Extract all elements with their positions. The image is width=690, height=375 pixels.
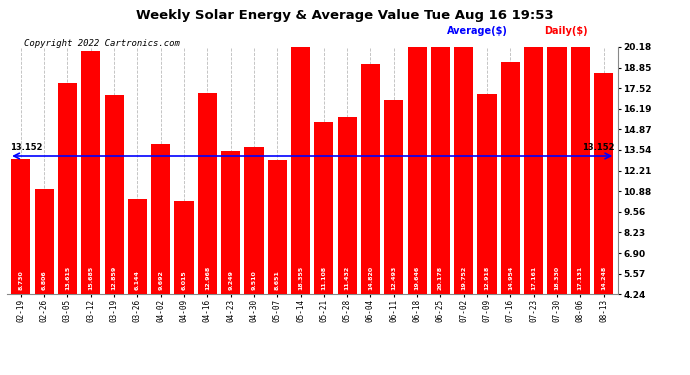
Text: 11.432: 11.432	[345, 266, 350, 290]
Text: 9.510: 9.510	[251, 270, 257, 290]
Text: 13.615: 13.615	[65, 266, 70, 290]
Bar	[408, 0, 426, 294]
Bar	[198, 93, 217, 294]
Bar	[81, 51, 100, 294]
Text: Weekly Solar Energy & Average Value Tue Aug 16 19:53: Weekly Solar Energy & Average Value Tue …	[136, 9, 554, 22]
Bar	[384, 100, 404, 294]
Bar	[361, 64, 380, 294]
Text: Average($): Average($)	[446, 26, 507, 36]
Bar	[547, 10, 566, 294]
Text: 18.355: 18.355	[298, 266, 303, 290]
Text: Daily($): Daily($)	[544, 26, 588, 36]
Text: 14.248: 14.248	[601, 266, 606, 290]
Bar	[221, 151, 240, 294]
Text: 13.152: 13.152	[582, 143, 614, 152]
Text: 17.161: 17.161	[531, 266, 536, 290]
Text: 19.752: 19.752	[461, 266, 466, 290]
Bar	[58, 83, 77, 294]
Text: 11.108: 11.108	[322, 266, 326, 290]
Bar	[315, 122, 333, 294]
Bar	[291, 9, 310, 294]
Text: 9.692: 9.692	[158, 270, 164, 290]
Text: 14.954: 14.954	[508, 266, 513, 290]
Bar	[431, 0, 450, 294]
Text: 18.330: 18.330	[555, 266, 560, 290]
Text: 13.152: 13.152	[10, 143, 43, 152]
Bar	[337, 117, 357, 294]
Bar	[501, 62, 520, 294]
Bar	[128, 199, 147, 294]
Bar	[477, 94, 497, 294]
Bar	[244, 147, 264, 294]
Bar	[175, 201, 194, 294]
Bar	[524, 28, 543, 294]
Text: Copyright 2022 Cartronics.com: Copyright 2022 Cartronics.com	[24, 39, 180, 48]
Text: 8.730: 8.730	[19, 270, 23, 290]
Text: 12.859: 12.859	[112, 266, 117, 290]
Bar	[571, 28, 590, 294]
Bar	[34, 189, 54, 294]
Text: 6.144: 6.144	[135, 270, 140, 290]
Text: 9.249: 9.249	[228, 270, 233, 290]
Text: 14.820: 14.820	[368, 266, 373, 290]
Bar	[594, 73, 613, 294]
Text: 19.646: 19.646	[415, 266, 420, 290]
Text: 20.178: 20.178	[438, 266, 443, 290]
Bar	[151, 144, 170, 294]
Text: 17.131: 17.131	[578, 266, 583, 290]
Text: 6.015: 6.015	[181, 270, 186, 290]
Text: 15.685: 15.685	[88, 266, 93, 290]
Bar	[11, 159, 30, 294]
Text: 12.968: 12.968	[205, 266, 210, 290]
Text: 12.493: 12.493	[391, 266, 396, 290]
Text: 6.806: 6.806	[41, 270, 47, 290]
Text: 12.918: 12.918	[484, 266, 489, 290]
Text: 8.651: 8.651	[275, 270, 279, 290]
Bar	[268, 160, 287, 294]
Bar	[105, 95, 124, 294]
Bar	[454, 0, 473, 294]
